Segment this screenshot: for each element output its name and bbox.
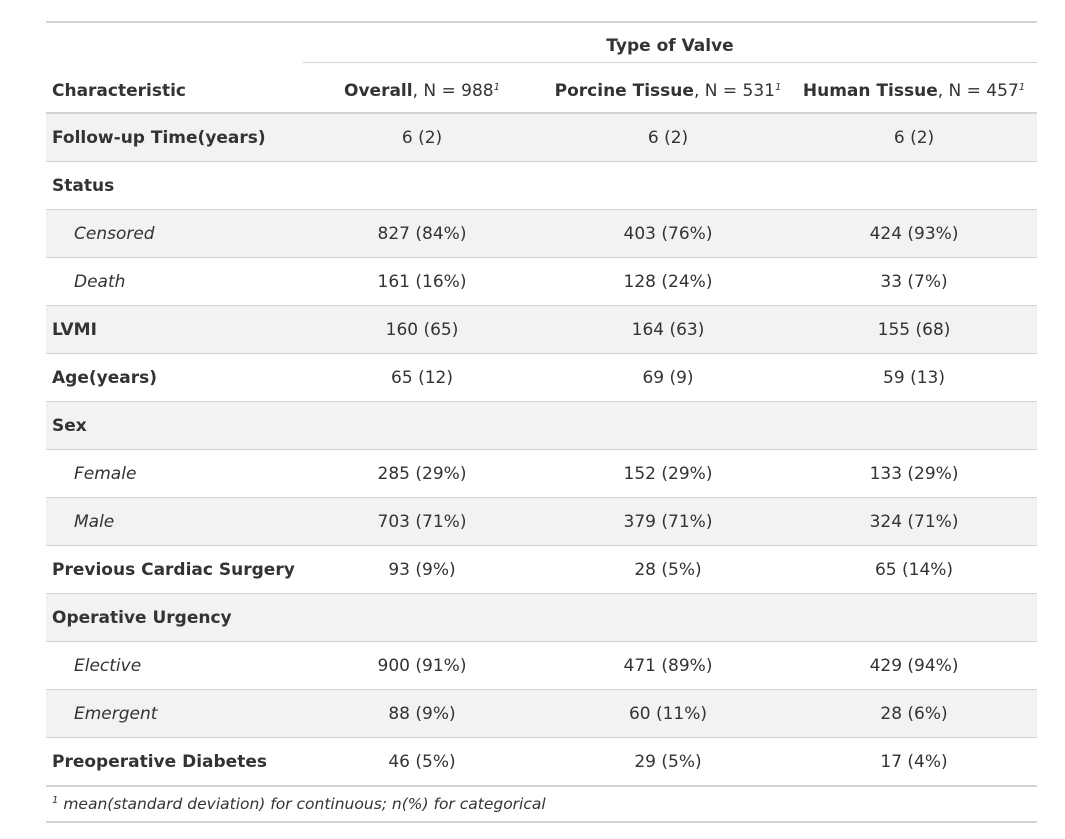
row-level-label: Male [46, 497, 299, 546]
cell-value: 429 (94%) [791, 641, 1038, 690]
table-row: Age(years) 65 (12) 69 (9) 59 (13) [46, 353, 1038, 402]
table-body: Follow-up Time(years) 6 (2) 6 (2) 6 (2) Stat… [46, 113, 1038, 787]
footnote-mark: 1 [52, 795, 59, 806]
column-n: , N = 988 [412, 80, 494, 101]
table-row: Sex [46, 401, 1038, 450]
table-row: Female 285 (29%) 152 (29%) 133 (29%) [46, 449, 1038, 498]
table-row: Death 161 (16%) 128 (24%) 33 (7%) [46, 257, 1038, 306]
cell-value [299, 593, 545, 642]
cell-value [791, 161, 1038, 210]
cell-value: 60 (11%) [545, 689, 791, 738]
column-name: Human Tissue [802, 80, 938, 101]
footnote: 1 mean(standard deviation) for continuou… [46, 785, 1038, 823]
row-label: Status [46, 161, 299, 210]
column-n: , N = 457 [937, 80, 1019, 101]
footnote-marker: 1 [493, 81, 500, 93]
row-label: Follow-up Time(years) [46, 113, 299, 162]
footnote-row: 1 mean(standard deviation) for continuou… [46, 785, 1038, 823]
cell-value [545, 161, 791, 210]
column-header-row: Characteristic Overall, N = 9881 Porcine… [46, 69, 1038, 114]
cell-value: 6 (2) [299, 113, 545, 162]
cell-value: 65 (12) [299, 353, 545, 402]
cell-value: 403 (76%) [545, 209, 791, 258]
cell-value: 59 (13) [791, 353, 1038, 402]
cell-value: 46 (5%) [299, 737, 545, 787]
cell-value: 424 (93%) [791, 209, 1038, 258]
table-row: Follow-up Time(years) 6 (2) 6 (2) 6 (2) [46, 113, 1038, 162]
cell-value: 29 (5%) [545, 737, 791, 787]
row-level-label: Elective [46, 641, 299, 690]
cell-value: 324 (71%) [791, 497, 1038, 546]
column-header-characteristic: Characteristic [46, 69, 299, 114]
cell-value [545, 593, 791, 642]
cell-value: 152 (29%) [545, 449, 791, 498]
cell-value [545, 401, 791, 450]
column-header-porcine: Porcine Tissue, N = 5311 [545, 69, 791, 114]
cell-value [791, 401, 1038, 450]
spanner-row: Type of Valve [46, 21, 1038, 69]
column-n: , N = 531 [693, 80, 775, 101]
cell-value [791, 593, 1038, 642]
column-name: Porcine Tissue [554, 80, 694, 101]
summary-table: Type of Valve Characteristic Overall, N … [46, 21, 1038, 823]
cell-value: 155 (68) [791, 305, 1038, 354]
cell-value: 28 (6%) [791, 689, 1038, 738]
cell-value: 93 (9%) [299, 545, 545, 594]
table-row: Status [46, 161, 1038, 210]
row-level-label: Emergent [46, 689, 299, 738]
cell-value: 128 (24%) [545, 257, 791, 306]
cell-value: 285 (29%) [299, 449, 545, 498]
cell-value: 69 (9) [545, 353, 791, 402]
row-level-label: Female [46, 449, 299, 498]
table-row: Operative Urgency [46, 593, 1038, 642]
footnote-marker: 1 [1018, 81, 1026, 93]
cell-value: 379 (71%) [545, 497, 791, 546]
table-row: Censored 827 (84%) 403 (76%) 424 (93%) [46, 209, 1038, 258]
cell-value: 900 (91%) [299, 641, 545, 690]
row-level-label: Censored [46, 209, 299, 258]
cell-value: 703 (71%) [299, 497, 545, 546]
cell-value: 17 (4%) [791, 737, 1038, 787]
row-label: Operative Urgency [46, 593, 299, 642]
row-label: Age(years) [46, 353, 299, 402]
row-label: Sex [46, 401, 299, 450]
spanner-blank [46, 21, 299, 69]
cell-value: 161 (16%) [299, 257, 545, 306]
cell-value: 65 (14%) [791, 545, 1038, 594]
cell-value: 28 (5%) [545, 545, 791, 594]
cell-value: 160 (65) [299, 305, 545, 354]
column-header-human: Human Tissue, N = 4571 [791, 69, 1038, 114]
footnote-text: mean(standard deviation) for continuous;… [63, 795, 546, 813]
table-row: Elective 900 (91%) 471 (89%) 429 (94%) [46, 641, 1038, 690]
cell-value: 6 (2) [545, 113, 791, 162]
cell-value: 133 (29%) [791, 449, 1038, 498]
table-row: LVMI 160 (65) 164 (63) 155 (68) [46, 305, 1038, 354]
table-row: Preoperative Diabetes 46 (5%) 29 (5%) 17 (4… [46, 737, 1038, 787]
row-label: Previous Cardiac Surgery [46, 545, 299, 594]
row-label: LVMI [46, 305, 299, 354]
cell-value: 6 (2) [791, 113, 1038, 162]
cell-value: 88 (9%) [299, 689, 545, 738]
footnote-marker: 1 [774, 81, 782, 93]
cell-value: 471 (89%) [545, 641, 791, 690]
spanner-header: Type of Valve [299, 21, 1038, 69]
row-label: Preoperative Diabetes [46, 737, 299, 787]
column-name: Overall [344, 80, 413, 101]
table-row: Emergent 88 (9%) 60 (11%) 28 (6%) [46, 689, 1038, 738]
table-row: Previous Cardiac Surgery 93 (9%) 28 (5%) 65… [46, 545, 1038, 594]
cell-value: 164 (63) [545, 305, 791, 354]
cell-value: 33 (7%) [791, 257, 1038, 306]
column-header-overall: Overall, N = 9881 [299, 69, 545, 114]
cell-value: 827 (84%) [299, 209, 545, 258]
cell-value [299, 401, 545, 450]
table-row: Male 703 (71%) 379 (71%) 324 (71%) [46, 497, 1038, 546]
cell-value [299, 161, 545, 210]
spanner-label: Type of Valve [303, 36, 1038, 63]
summary-table-container: Type of Valve Characteristic Overall, N … [46, 21, 1038, 823]
row-level-label: Death [46, 257, 299, 306]
